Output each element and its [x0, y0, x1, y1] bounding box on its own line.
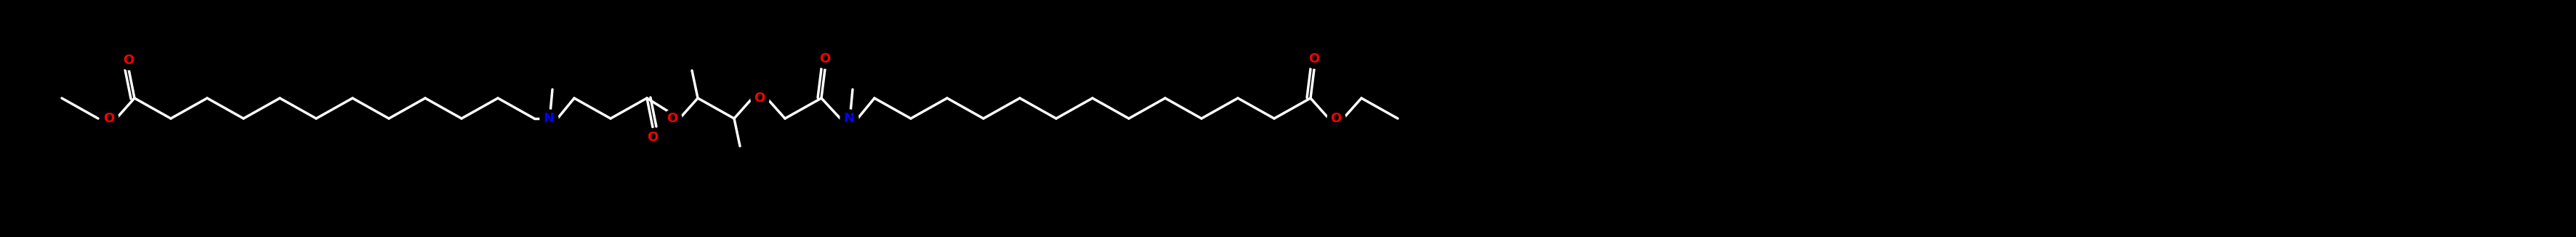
- Text: N: N: [842, 112, 855, 125]
- Text: O: O: [124, 54, 134, 67]
- Text: O: O: [647, 131, 659, 144]
- Text: N: N: [544, 112, 554, 125]
- Text: O: O: [819, 52, 829, 65]
- Text: O: O: [755, 92, 765, 105]
- Text: O: O: [1309, 52, 1319, 65]
- Text: O: O: [103, 112, 113, 125]
- Text: O: O: [667, 112, 677, 125]
- Text: O: O: [1329, 112, 1342, 125]
